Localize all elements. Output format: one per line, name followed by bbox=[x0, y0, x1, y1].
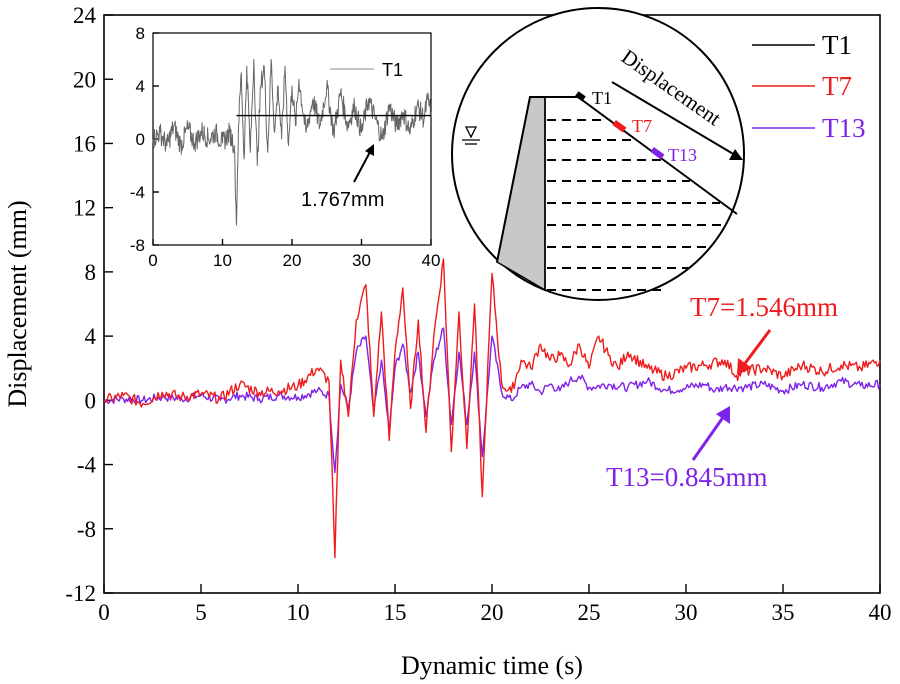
inset-annotation-arrow bbox=[353, 151, 371, 183]
dam-layers bbox=[547, 119, 725, 291]
water-level-triangle bbox=[464, 126, 478, 139]
displacement-arrow bbox=[611, 81, 736, 156]
main-y-tick-label: 16 bbox=[73, 131, 96, 156]
annotation-t7-arrowhead bbox=[737, 358, 752, 375]
series-line-t13 bbox=[104, 327, 881, 474]
inset-legend-label: T1 bbox=[382, 60, 403, 80]
inset-series-line-t1 bbox=[152, 59, 432, 226]
inset-annotation-arrowhead bbox=[365, 144, 374, 156]
main-y-tick-label: 8 bbox=[85, 260, 97, 285]
main-y-tick-label: -12 bbox=[65, 581, 96, 606]
main-x-tick-label: 30 bbox=[675, 600, 698, 625]
legend-label-t1: T1 bbox=[822, 30, 852, 60]
main-y-tick-label: 12 bbox=[73, 196, 96, 221]
main-y-tick-label: 20 bbox=[73, 67, 96, 92]
main-series-group bbox=[103, 258, 881, 559]
annotation-t13-arrowhead bbox=[716, 406, 730, 424]
displacement-arrowhead bbox=[729, 149, 743, 160]
main-x-tick-label: 15 bbox=[384, 600, 407, 625]
sensor-marker-t7 bbox=[612, 120, 627, 133]
sensor-marker-t13 bbox=[650, 147, 665, 160]
inset-axis-ticks: 0 10 20 30 40 -8 -4 0 4 8 bbox=[130, 24, 441, 270]
inset-y-tick-label: -8 bbox=[130, 236, 145, 255]
annotation-t7-value: T7=1.546mm bbox=[690, 292, 838, 322]
main-x-tick-label: 10 bbox=[287, 600, 310, 625]
diagram-label-t13: T13 bbox=[668, 145, 697, 165]
main-x-tick-label: 40 bbox=[869, 600, 892, 625]
inset-y-tick-label: 4 bbox=[136, 77, 145, 96]
main-y-tick-label: 0 bbox=[85, 388, 97, 413]
water-level-icon bbox=[462, 126, 480, 145]
inset-x-tick-label: 30 bbox=[352, 251, 371, 270]
inset-y-tick-label: 8 bbox=[136, 24, 145, 43]
inset-x-tick-label: 40 bbox=[422, 251, 441, 270]
dam-diagram: T1 T7 T13 Displacement bbox=[451, 7, 745, 301]
inset-x-tick-label: 10 bbox=[213, 251, 232, 270]
main-x-tick-label: 0 bbox=[98, 600, 110, 625]
x-axis-label: Dynamic time (s) bbox=[401, 651, 583, 680]
main-y-tick-label: -8 bbox=[77, 517, 96, 542]
main-y-tick-label: 4 bbox=[85, 324, 97, 349]
diagram-label-t7: T7 bbox=[632, 116, 652, 136]
series-line-t7 bbox=[103, 258, 881, 559]
main-y-tick-label: 24 bbox=[73, 3, 97, 28]
inset-y-tick-label: 0 bbox=[136, 130, 145, 149]
inset-x-tick-label: 0 bbox=[148, 251, 157, 270]
annotation-t13-value: T13=0.845mm bbox=[606, 462, 767, 492]
inset-y-tick-label: -4 bbox=[130, 183, 145, 202]
inset-series-group bbox=[152, 59, 432, 226]
main-x-tick-label: 35 bbox=[772, 600, 795, 625]
main-y-tick-label: -4 bbox=[77, 453, 97, 478]
diagram-label-t1: T1 bbox=[592, 88, 612, 108]
legend: T1 T7 T13 bbox=[752, 30, 866, 143]
inset-x-tick-label: 20 bbox=[283, 251, 302, 270]
sensor-marker-t1 bbox=[575, 91, 586, 102]
inset-annotation: 1.767mm bbox=[301, 189, 384, 211]
y-axis-label: Displacement (mm) bbox=[3, 200, 32, 407]
main-x-tick-label: 25 bbox=[578, 600, 601, 625]
main-x-tick-label: 5 bbox=[195, 600, 207, 625]
inset-chart: 0 10 20 30 40 -8 -4 0 4 8 T1 1.767mm bbox=[130, 24, 441, 270]
legend-label-t7: T7 bbox=[822, 71, 852, 101]
main-x-tick-label: 20 bbox=[481, 600, 504, 625]
annotation-t13-arrow bbox=[691, 415, 726, 461]
legend-label-t13: T13 bbox=[822, 113, 866, 143]
annotation-t7-arrow bbox=[741, 329, 772, 367]
diagram-circle bbox=[451, 7, 745, 301]
